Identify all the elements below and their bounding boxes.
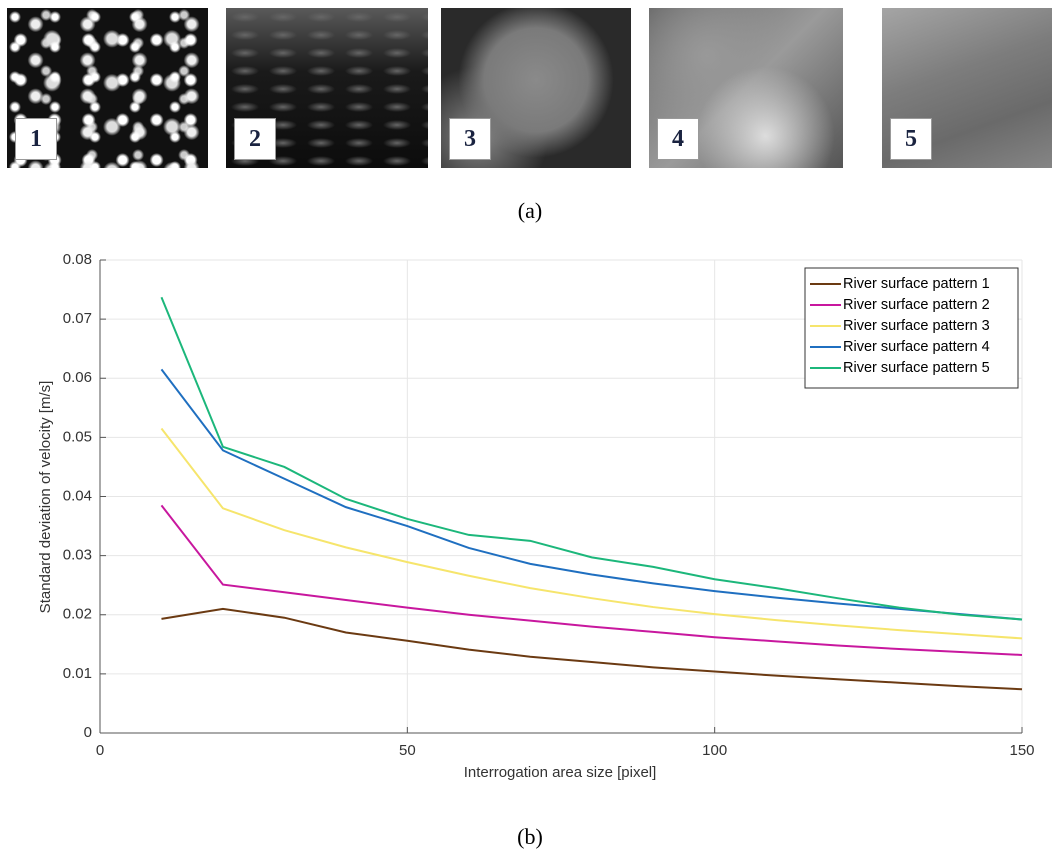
- x-tick-label: 150: [1009, 742, 1034, 759]
- image-panel: 3: [441, 8, 631, 168]
- y-tick-label: 0.06: [63, 369, 92, 386]
- caption: (b): [517, 824, 543, 849]
- image-panel: 2: [226, 8, 428, 168]
- image-panel: 5: [882, 8, 1052, 168]
- x-tick-label: 50: [399, 742, 416, 759]
- image-panel: 1: [7, 8, 208, 168]
- legend-label: River surface pattern 1: [843, 276, 990, 292]
- x-axis-label: Interrogation area size [pixel]: [464, 764, 657, 781]
- series-line: [160, 296, 1023, 621]
- y-tick-label: 0.08: [63, 251, 92, 268]
- y-tick-label: 0.01: [63, 665, 92, 682]
- y-tick-label: 0.03: [63, 547, 92, 564]
- chart: Interrogation area size [pixel] Standard…: [37, 251, 1035, 781]
- panel-label: 1: [15, 118, 57, 160]
- series-line: [160, 427, 1023, 640]
- y-tick-label: 0.05: [63, 428, 92, 445]
- series-line: [161, 607, 1023, 691]
- legend-label: River surface pattern 3: [843, 318, 990, 334]
- image-panel: 4: [649, 8, 843, 168]
- y-tick-label: 0: [84, 724, 92, 741]
- y-tick-label: 0.04: [63, 487, 92, 504]
- y-tick-label: 0.02: [63, 606, 92, 623]
- series-line: [160, 504, 1023, 656]
- panel-label: 2: [234, 118, 276, 160]
- legend-label: River surface pattern 5: [843, 360, 990, 376]
- legend-label: River surface pattern 4: [843, 339, 990, 355]
- legend-label: River surface pattern 2: [843, 297, 990, 313]
- x-tick-label: 100: [702, 742, 727, 759]
- caption: (a): [517, 198, 543, 223]
- y-axis-label: Standard deviation of velocity [m/s]: [37, 381, 54, 614]
- panel-label: 3: [449, 118, 491, 160]
- x-tick-label: 0: [96, 742, 104, 759]
- panel-label: 4: [657, 118, 699, 160]
- panel-label: 5: [890, 118, 932, 160]
- y-tick-label: 0.07: [63, 310, 92, 327]
- series-line: [160, 368, 1023, 621]
